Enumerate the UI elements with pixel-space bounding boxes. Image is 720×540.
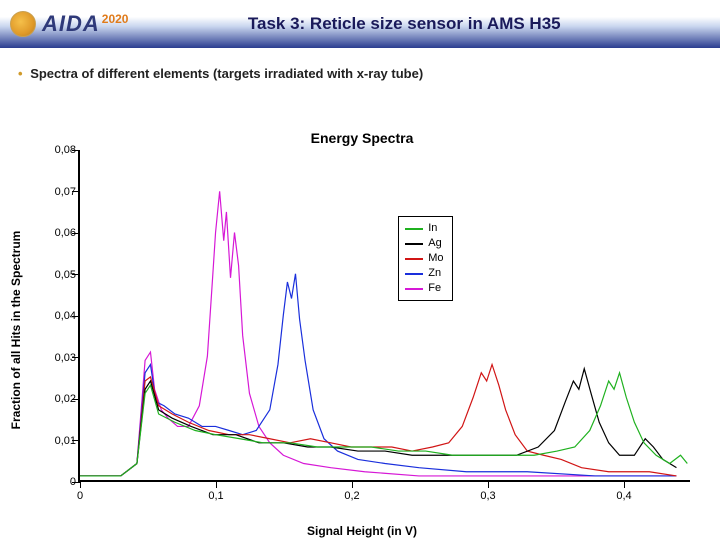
logo-year: 2020 bbox=[102, 12, 129, 26]
page-title: Task 3: Reticle size sensor in AMS H35 bbox=[128, 14, 720, 34]
bullet-text: Spectra of different elements (targets i… bbox=[30, 66, 423, 81]
legend-row: Zn bbox=[405, 266, 443, 281]
legend-swatch-icon bbox=[405, 273, 423, 275]
series-in bbox=[80, 373, 687, 476]
xtick bbox=[624, 480, 625, 488]
ytick-label: 0 bbox=[36, 476, 76, 488]
ytick-label: 0,04 bbox=[36, 310, 76, 322]
xtick-label: 0 bbox=[77, 490, 83, 502]
legend-row: Mo bbox=[405, 251, 443, 266]
bullet-item: • Spectra of different elements (targets… bbox=[18, 66, 720, 81]
x-axis-label: Signal Height (in V) bbox=[307, 524, 417, 538]
legend-label: In bbox=[428, 221, 437, 236]
legend-row: Ag bbox=[405, 236, 443, 251]
logo-emblem-icon bbox=[10, 11, 36, 37]
legend-row: In bbox=[405, 221, 443, 236]
plot-area: 00,010,020,030,040,050,060,070,0800,10,2… bbox=[78, 150, 690, 482]
series-zn bbox=[80, 274, 676, 476]
xtick bbox=[352, 480, 353, 488]
y-axis-label: Fraction of all Hits in the Spectrum bbox=[9, 231, 23, 430]
ytick-label: 0,08 bbox=[36, 144, 76, 156]
legend-swatch-icon bbox=[405, 258, 423, 260]
energy-spectra-chart: Energy Spectra Fraction of all Hits in t… bbox=[28, 130, 696, 530]
series-mo bbox=[80, 365, 676, 476]
chart-title: Energy Spectra bbox=[28, 130, 696, 146]
logo-text: AIDA bbox=[42, 11, 100, 37]
xtick-label: 0,2 bbox=[344, 490, 359, 502]
series-ag bbox=[80, 369, 676, 476]
bullet-icon: • bbox=[18, 66, 23, 81]
legend-label: Ag bbox=[428, 236, 441, 251]
legend: InAgMoZnFe bbox=[398, 216, 452, 301]
legend-swatch-icon bbox=[405, 288, 423, 290]
ytick-label: 0,03 bbox=[36, 352, 76, 364]
ytick-label: 0,02 bbox=[36, 393, 76, 405]
ytick-label: 0,01 bbox=[36, 435, 76, 447]
xtick bbox=[80, 480, 81, 488]
header-bar: AIDA 2020 Task 3: Reticle size sensor in… bbox=[0, 0, 720, 48]
series-svg bbox=[80, 150, 690, 480]
xtick-label: 0,3 bbox=[480, 490, 495, 502]
legend-label: Mo bbox=[428, 251, 443, 266]
legend-swatch-icon bbox=[405, 243, 423, 245]
xtick-label: 0,1 bbox=[208, 490, 223, 502]
xtick-label: 0,4 bbox=[616, 490, 631, 502]
legend-label: Zn bbox=[428, 266, 441, 281]
xtick bbox=[216, 480, 217, 488]
axes-area: Fraction of all Hits in the Spectrum 00,… bbox=[28, 150, 696, 510]
ytick-label: 0,05 bbox=[36, 269, 76, 281]
xtick bbox=[488, 480, 489, 488]
ytick-label: 0,06 bbox=[36, 227, 76, 239]
ytick-label: 0,07 bbox=[36, 186, 76, 198]
logo-block: AIDA 2020 bbox=[0, 11, 128, 37]
legend-row: Fe bbox=[405, 281, 443, 296]
legend-label: Fe bbox=[428, 281, 441, 296]
legend-swatch-icon bbox=[405, 228, 423, 230]
